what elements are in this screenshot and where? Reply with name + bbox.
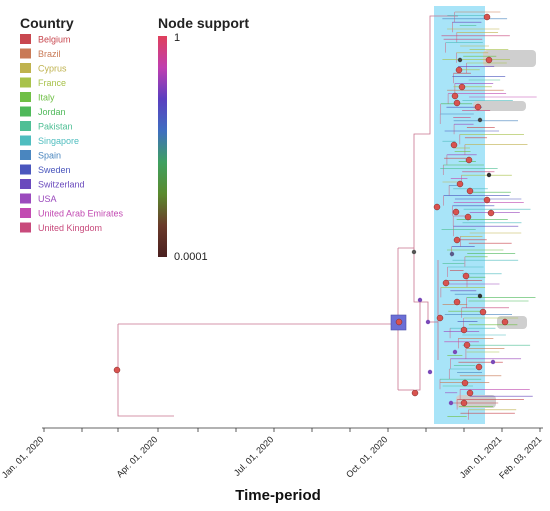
x-tick-label: Jul. 01, 2020 [232,434,276,478]
tree-node [433,203,441,211]
country-swatch [20,208,31,218]
tree-node [483,13,491,21]
tree-node [453,99,461,107]
tree-node-small [425,319,431,325]
tree-node-small [457,57,463,63]
country-swatch [20,63,31,73]
tree-node [455,66,463,74]
tree-node-small [417,297,423,303]
country-legend-label: USA [38,194,57,204]
tree-node [451,92,459,100]
tree-node [436,314,444,322]
node-support-legend: Node support 1 0.0001 [158,15,249,263]
highlight-period-band [434,6,485,424]
x-tick-label: Oct. 01, 2020 [344,434,389,479]
country-swatch [20,150,31,160]
tree-node [456,180,464,188]
tree-node-small [449,251,455,257]
tree-node-small [477,293,483,299]
country-swatch [20,92,31,102]
tree-node-small [411,249,417,255]
tree-node [461,379,469,387]
x-tick-label: Feb. 03, 2021 [497,434,543,480]
x-tick-label: Apr. 01, 2020 [114,434,159,479]
country-swatch [20,179,31,189]
tree-node-small [486,172,492,178]
country-legend-label: Belgium [38,35,71,45]
country-legend: Country Belgium Brazil Cyprus France Italy Jo… [20,15,124,233]
country-legend-label: Switzerland [38,180,85,190]
country-legend-label: Italy [38,93,55,103]
tree-node [501,318,509,326]
node-support-title: Node support [158,15,249,31]
tree-branches [117,15,458,417]
tree-node-small [490,359,496,365]
tree-node [453,298,461,306]
country-swatch [20,121,31,131]
tree-node [452,208,460,216]
tree-tips [439,11,537,420]
tree-node-small [477,117,483,123]
country-legend-label: Spain [38,151,61,161]
x-axis: Jan. 01, 2020 Apr. 01, 2020 Jul. 01, 2020 O… [0,427,543,504]
tree-node [487,209,495,217]
tree-node [450,141,458,149]
tree-node [465,156,473,164]
country-legend-label: Jordan [38,107,66,117]
tree-branch [117,324,174,417]
tree-node [460,326,468,334]
tree-nodes [113,13,509,407]
tree-node [395,318,403,326]
x-tick-label: Jan. 01, 2020 [0,434,45,480]
tree-branch [413,248,420,303]
country-swatch [20,106,31,117]
tree-node [462,272,470,280]
tree-node-small [452,349,458,355]
country-swatch [20,48,31,59]
tree-node [458,83,466,91]
country-legend-label: Cyprus [38,64,67,74]
tree-node-small [448,400,454,406]
tree-branch [398,15,458,249]
country-legend-label: United Kingdom [38,223,102,233]
tree-node [475,363,483,371]
country-legend-label: Pakistan [38,122,73,132]
tree-node [466,389,474,397]
clade-box [473,101,526,111]
country-legend-label: Singapore [38,136,79,146]
tree-node [453,236,461,244]
country-swatch [20,135,31,146]
country-swatch [20,77,31,88]
tree-node [411,389,419,397]
country-swatch [20,193,31,204]
country-legend-label: Sweden [38,165,71,175]
country-swatch [20,164,31,175]
tree-node [483,196,491,204]
country-legend-label: France [38,78,66,88]
node-support-colorbar [158,36,167,257]
tree-node [474,103,482,111]
tree-node [442,279,450,287]
country-swatch [20,34,31,44]
country-legend-label: United Arab Emirates [38,209,124,219]
country-swatch [20,222,31,233]
tree-node [485,56,493,64]
tree-node [463,341,471,349]
country-legend-title: Country [20,15,74,31]
tree-branch [420,301,429,322]
tree-branch [416,302,421,391]
tree-node-small [427,369,433,375]
tree-node [466,187,474,195]
node-support-min-label: 0.0001 [174,251,208,263]
country-legend-label: Brazil [38,49,61,59]
tree-node [460,399,468,407]
node-support-max-label: 1 [174,32,180,44]
tree-node [479,308,487,316]
tree-node [464,213,472,221]
tree-node [113,366,121,374]
x-axis-title: Time-period [235,487,321,504]
